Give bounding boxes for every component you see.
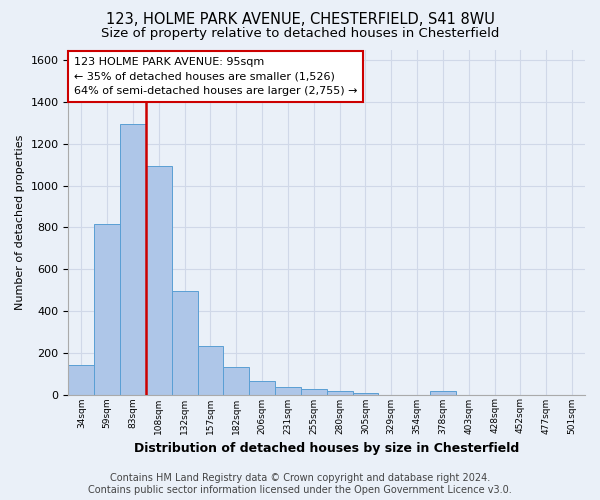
Text: 123, HOLME PARK AVENUE, CHESTERFIELD, S41 8WU: 123, HOLME PARK AVENUE, CHESTERFIELD, S4…	[106, 12, 494, 28]
Bar	[146, 166, 172, 394]
Bar	[94, 224, 120, 394]
X-axis label: Distribution of detached houses by size in Chesterfield: Distribution of detached houses by size …	[134, 442, 520, 455]
Bar	[197, 346, 223, 395]
Bar	[275, 386, 301, 394]
Text: Size of property relative to detached houses in Chesterfield: Size of property relative to detached ho…	[101, 28, 499, 40]
Bar	[327, 392, 353, 394]
Bar	[301, 388, 327, 394]
Y-axis label: Number of detached properties: Number of detached properties	[15, 134, 25, 310]
Bar	[430, 392, 456, 394]
Bar	[249, 381, 275, 394]
Bar	[172, 291, 197, 395]
Bar	[68, 366, 94, 394]
Text: Contains HM Land Registry data © Crown copyright and database right 2024.
Contai: Contains HM Land Registry data © Crown c…	[88, 474, 512, 495]
Bar	[223, 368, 249, 394]
Bar	[120, 124, 146, 394]
Text: 123 HOLME PARK AVENUE: 95sqm
← 35% of detached houses are smaller (1,526)
64% of: 123 HOLME PARK AVENUE: 95sqm ← 35% of de…	[74, 57, 357, 96]
